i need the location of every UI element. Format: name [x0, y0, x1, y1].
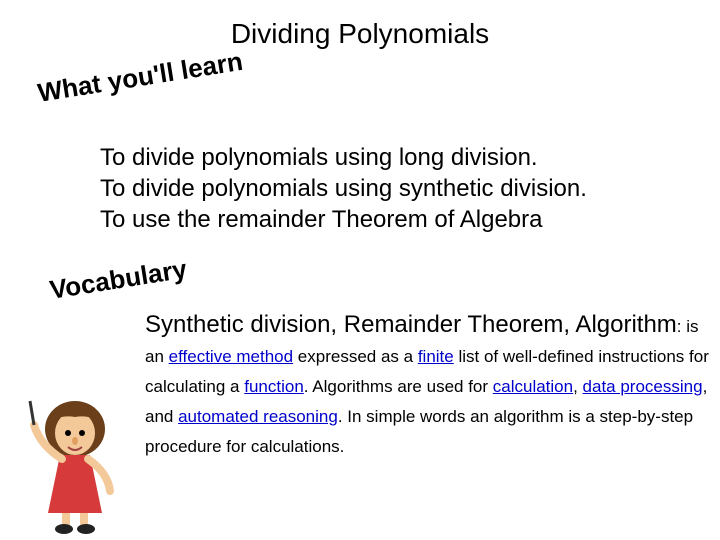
link-data-processing[interactable]: data processing [583, 377, 703, 396]
link-calculation[interactable]: calculation [493, 377, 573, 396]
learn-line-1: To divide polynomials using long divisio… [100, 142, 710, 173]
learn-line-3: To use the remainder Theorem of Algebra [100, 204, 710, 235]
vocab-def-mid1: expressed as a [293, 347, 418, 366]
learn-block: To divide polynomials using long divisio… [100, 142, 710, 236]
link-finite[interactable]: finite [418, 347, 454, 366]
teacher-cartoon-icon [20, 395, 135, 535]
page-title: Dividing Polynomials [0, 18, 720, 50]
link-automated-reasoning[interactable]: automated reasoning [178, 407, 338, 426]
vocab-label: Vocabulary [48, 254, 189, 306]
vocab-sep1: , [573, 377, 582, 396]
vocab-def-mid3: . Algorithms are used for [304, 377, 493, 396]
link-function[interactable]: function [244, 377, 304, 396]
vocab-block: Synthetic division, Remainder Theorem, A… [145, 310, 710, 460]
vocab-terms: Synthetic division, Remainder Theorem, A… [145, 311, 677, 338]
link-effective-method[interactable]: effective method [169, 347, 293, 366]
learn-line-2: To divide polynomials using synthetic di… [100, 173, 710, 204]
learn-label: What you'll learn [36, 46, 245, 109]
